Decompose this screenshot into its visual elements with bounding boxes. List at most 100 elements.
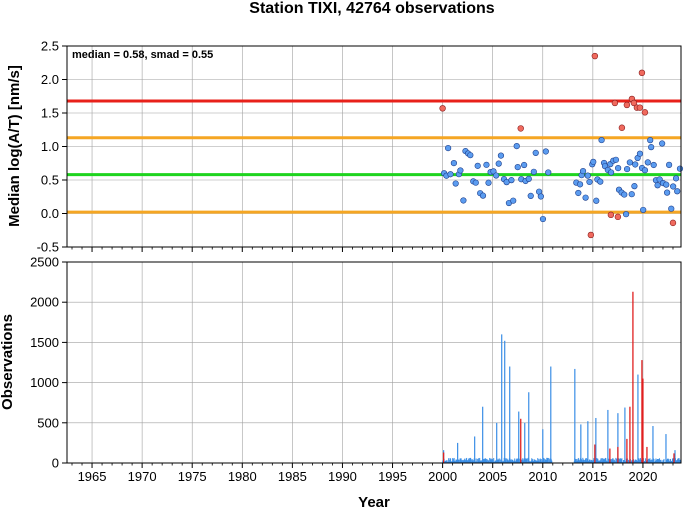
- data-point: [676, 165, 684, 172]
- data-point: [513, 143, 520, 150]
- upper-y-tick-label: -0.5: [37, 240, 59, 255]
- outlier-point: [607, 211, 615, 219]
- x-tick-label: 1980: [228, 469, 257, 484]
- data-point: [674, 188, 681, 195]
- data-point: [447, 171, 454, 178]
- data-point: [622, 211, 630, 218]
- data-point: [628, 191, 635, 198]
- outlier-point: [623, 101, 631, 109]
- data-point: [457, 167, 464, 174]
- lower-y-tick-label: 500: [37, 415, 59, 430]
- data-point: [514, 164, 521, 171]
- data-point: [525, 175, 532, 182]
- upper-annotation: median = 0.58, smad = 0.55: [72, 49, 213, 61]
- data-point: [632, 161, 639, 168]
- data-point: [467, 152, 474, 159]
- data-point: [539, 215, 547, 223]
- x-tick-label: 1985: [278, 469, 307, 484]
- data-point: [452, 180, 459, 187]
- data-point: [582, 194, 589, 201]
- data-point: [586, 178, 593, 186]
- data-point: [576, 181, 584, 188]
- upper-y-axis-label: Median log(A/T) [nm/s]: [6, 65, 23, 227]
- data-point: [647, 137, 654, 144]
- data-point: [644, 159, 651, 166]
- data-point: [641, 167, 649, 174]
- outlier-point: [439, 105, 446, 112]
- outlier-point: [669, 219, 677, 227]
- outlier-point: [587, 231, 595, 239]
- data-point: [640, 206, 647, 214]
- data-point: [537, 193, 544, 200]
- x-tick-label: 1975: [178, 469, 207, 484]
- upper-y-tick-label: 0.0: [41, 206, 59, 221]
- data-point: [474, 162, 481, 169]
- lower-y-axis-label: Observations: [0, 314, 16, 410]
- upper-panel: -0.5 0.0 0.5 1.0 1.5 2.0 2.5 median = 0.58, sm…: [6, 39, 684, 255]
- data-point: [483, 161, 490, 168]
- data-point: [450, 159, 457, 167]
- data-point: [626, 159, 633, 166]
- data-point: [612, 156, 620, 163]
- data-point: [654, 182, 661, 189]
- x-tick-label: 2010: [528, 469, 557, 484]
- data-point: [575, 189, 582, 197]
- data-point: [648, 144, 655, 151]
- outlier-point: [618, 124, 626, 131]
- lower-y-tick-label: 2000: [30, 295, 59, 310]
- data-point: [663, 181, 670, 188]
- data-point: [659, 140, 666, 147]
- data-point: [665, 161, 673, 168]
- data-point: [497, 152, 505, 159]
- data-point: [493, 172, 500, 179]
- data-point: [670, 183, 677, 190]
- x-tick-label: 2005: [478, 469, 507, 484]
- data-point: [623, 165, 631, 173]
- data-point: [607, 169, 615, 176]
- data-point: [615, 165, 622, 172]
- x-tick-label: 1995: [378, 469, 407, 484]
- data-point: [545, 169, 552, 176]
- data-point: [530, 168, 537, 175]
- data-point: [631, 183, 638, 190]
- lower-panel: 0 500 1000 1500 2000 2500 1965 1970 1975 1980 198…: [0, 255, 682, 511]
- data-point: [590, 158, 597, 165]
- outlier-point: [611, 99, 619, 107]
- x-tick-label: 2020: [628, 469, 657, 484]
- lower-y-tick-label: 2500: [30, 255, 59, 270]
- x-tick-label: 1965: [78, 469, 107, 484]
- x-tick-label: 1970: [128, 469, 157, 484]
- lower-y-tick-label: 0: [52, 456, 59, 471]
- data-point: [460, 197, 467, 204]
- data-point: [593, 197, 600, 204]
- outlier-point: [614, 213, 622, 221]
- data-point: [664, 189, 671, 196]
- x-tick-label: 2000: [428, 469, 457, 484]
- x-tick-label: 1990: [328, 469, 357, 484]
- upper-y-tick-label: 2.0: [41, 72, 59, 87]
- upper-y-tick-label: 1.5: [41, 106, 59, 121]
- data-point: [508, 177, 515, 184]
- outlier-point: [638, 69, 646, 77]
- data-point: [672, 175, 680, 182]
- lower-y-tick-label: 1000: [30, 375, 59, 390]
- outlier-point: [630, 99, 638, 107]
- data-point: [668, 205, 675, 212]
- data-point: [445, 145, 452, 152]
- data-point: [597, 178, 604, 185]
- data-point: [479, 192, 487, 199]
- data-point: [485, 179, 492, 186]
- outlier-point: [636, 104, 644, 111]
- upper-y-tick-label: 2.5: [41, 39, 59, 54]
- lower-y-tick-label: 1500: [30, 335, 59, 350]
- x-axis-label: Year: [358, 494, 390, 511]
- data-point: [542, 148, 549, 155]
- data-point: [495, 160, 502, 167]
- data-point: [532, 149, 539, 157]
- lower-panel-frame: [66, 261, 682, 464]
- data-point: [579, 168, 587, 175]
- data-point: [472, 179, 479, 186]
- data-point: [521, 161, 528, 169]
- data-point: [510, 197, 517, 204]
